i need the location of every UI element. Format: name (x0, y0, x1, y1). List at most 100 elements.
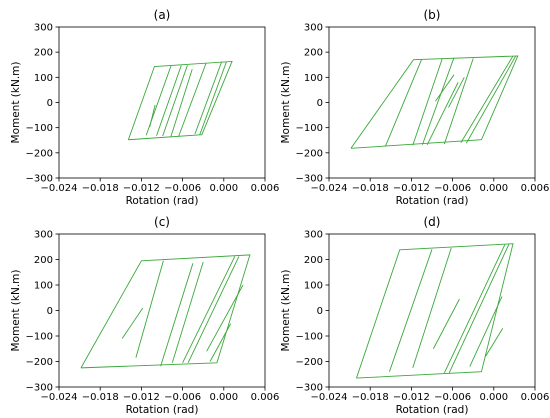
y-tick-label: −300 (296, 383, 323, 394)
x-tick-label: 0.006 (521, 183, 550, 194)
subplot-title: (c) (154, 215, 170, 229)
x-tick-label: −0.024 (310, 392, 347, 403)
x-tick-label: 0.006 (521, 392, 550, 403)
hysteresis-line-2 (412, 58, 443, 146)
x-tick-label: 0.000 (209, 183, 238, 194)
subplot-title: (a) (154, 8, 171, 22)
hysteresis-line-7 (206, 284, 244, 352)
x-tick-label: −0.012 (123, 392, 160, 403)
hysteresis-line-3 (160, 263, 194, 367)
series-group (80, 254, 251, 369)
x-tick-label: −0.024 (310, 183, 347, 194)
series-group (356, 243, 514, 379)
y-tick-label: −300 (26, 174, 53, 185)
hysteresis-line-0 (80, 254, 251, 369)
plot-frame (58, 26, 266, 179)
hysteresis-line-6 (460, 55, 514, 144)
x-tick-label: −0.006 (164, 392, 201, 403)
y-tick-label: 0 (47, 98, 53, 109)
x-tick-label: 0.000 (479, 183, 508, 194)
y-tick-label: −200 (296, 148, 323, 159)
hysteresis-line-1 (389, 249, 433, 372)
y-tick-label: −100 (296, 332, 323, 343)
y-tick-label: 200 (304, 48, 323, 59)
hysteresis-line-8 (209, 323, 232, 362)
y-tick-label: 300 (34, 230, 53, 241)
hysteresis-line-4 (426, 82, 459, 145)
subplot-b: −0.024 −0.018 −0.012 −0.006 0.000 0.006 300 200… (280, 8, 549, 207)
y-tick-label: 300 (304, 230, 323, 241)
y-tick-label: 0 (317, 306, 323, 317)
x-tick-label: −0.024 (40, 183, 77, 194)
hysteresis-line-4 (171, 261, 204, 363)
x-tick-label: 0.006 (251, 392, 280, 403)
x-tick-label: −0.018 (352, 183, 389, 194)
y-tick-label: −100 (296, 123, 323, 134)
y-tick-label: 0 (317, 98, 323, 109)
hysteresis-line-6 (187, 256, 240, 363)
hysteresis-line-7 (485, 328, 504, 357)
y-tick-label: 200 (34, 48, 53, 59)
hysteresis-line-2 (135, 260, 164, 358)
x-axis-label: Rotation (rad) (126, 195, 199, 207)
x-axis-label: Rotation (rad) (126, 404, 199, 416)
y-tick-label: 100 (304, 281, 323, 292)
subplot-title: (b) (424, 8, 441, 22)
x-tick-label: 0.000 (479, 392, 508, 403)
hysteresis-line-2 (412, 247, 452, 369)
hysteresis-line-7 (199, 61, 227, 135)
x-axis-label: Rotation (rad) (396, 404, 469, 416)
y-tick-label: 100 (34, 281, 53, 292)
x-tick-label: −0.018 (82, 183, 119, 194)
x-tick-label: −0.006 (434, 183, 471, 194)
y-axis-label: Moment (kN.m) (280, 62, 292, 144)
hysteresis-line-7 (465, 55, 517, 144)
x-tick-label: −0.006 (164, 183, 201, 194)
y-tick-label: −300 (296, 174, 323, 185)
hysteresis-line-6 (469, 296, 503, 367)
hysteresis-line-0 (356, 243, 514, 379)
y-tick-label: −200 (296, 357, 323, 368)
hysteresis-line-5 (182, 256, 236, 363)
y-tick-label: 300 (304, 23, 323, 34)
y-axis-label: Moment (kN.m) (280, 270, 292, 352)
x-tick-label: −0.018 (82, 392, 119, 403)
y-tick-label: −300 (26, 383, 53, 394)
series-group (350, 55, 519, 149)
hysteresis-line-3 (421, 57, 455, 145)
y-tick-label: 200 (304, 255, 323, 266)
hysteresis-line-1 (121, 307, 144, 339)
hysteresis-line-0 (350, 55, 519, 149)
subplot-c: −0.024 −0.018 −0.012 −0.006 0.000 0.006 300 200… (10, 215, 279, 416)
y-tick-label: −200 (26, 148, 53, 159)
y-tick-label: 300 (34, 23, 53, 34)
x-axis-label: Rotation (rad) (396, 195, 469, 207)
hysteresis-line-1 (384, 59, 423, 147)
x-tick-label: −0.006 (434, 392, 471, 403)
hysteresis-line-6 (194, 61, 223, 135)
hysteresis-line-5 (448, 244, 510, 374)
x-tick-label: −0.018 (352, 392, 389, 403)
hysteresis-line-5 (443, 58, 474, 145)
y-tick-label: 100 (34, 73, 53, 84)
y-tick-label: 200 (34, 255, 53, 266)
y-axis-label: Moment (kN.m) (10, 270, 22, 352)
subplot-a: −0.024 −0.018 −0.012 −0.006 0.000 0.006 300 200… (10, 8, 279, 207)
subplot-title: (d) (424, 215, 441, 229)
subplot-d: −0.024 −0.018 −0.012 −0.006 0.000 0.006 300 200… (280, 215, 549, 416)
y-tick-label: −200 (26, 357, 53, 368)
x-tick-label: −0.012 (393, 392, 430, 403)
plot-frame (328, 26, 536, 179)
hysteresis-line-4 (170, 69, 193, 137)
hysteresis-line-3 (432, 298, 460, 349)
x-tick-label: 0.006 (251, 183, 280, 194)
y-tick-label: 100 (304, 73, 323, 84)
y-tick-label: −100 (26, 332, 53, 343)
series-group (127, 60, 233, 141)
x-tick-label: 0.000 (209, 392, 238, 403)
hysteresis-line-4 (443, 244, 506, 374)
y-axis-label: Moment (kN.m) (10, 62, 22, 144)
hysteresis-line-3 (162, 65, 188, 137)
x-tick-label: −0.024 (40, 392, 77, 403)
